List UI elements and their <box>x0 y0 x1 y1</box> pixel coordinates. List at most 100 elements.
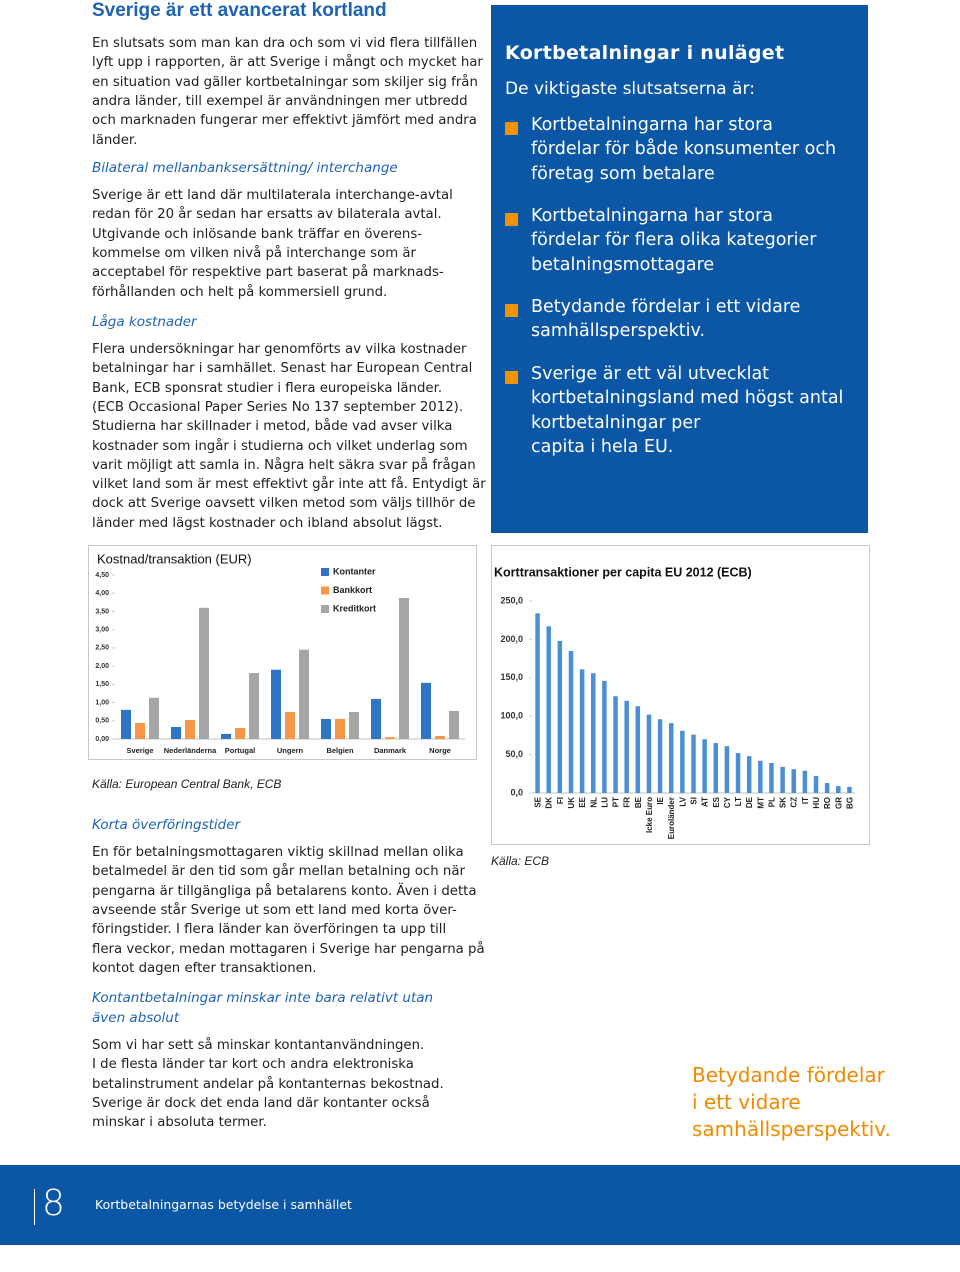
bar <box>249 673 259 739</box>
body-line: kommelse om vilken nivå på interchange s… <box>92 245 417 261</box>
x-tick-label: GR <box>834 797 843 809</box>
x-tick-label: BE <box>634 796 643 808</box>
x-tick-label: DK <box>545 797 554 809</box>
bar <box>271 669 281 739</box>
x-tick-label: CZ <box>790 797 799 808</box>
body-line: Studierna har skillnader i metod, både v… <box>92 419 453 435</box>
y-tick-label: 2,00 <box>95 663 109 670</box>
bar <box>557 640 563 793</box>
x-tick-label: Icke Euro <box>645 797 654 833</box>
body-line: Bank, ECB sponsrat studier i flera europ… <box>92 380 443 396</box>
body-line: En slutsats som man kan dra och som vi v… <box>92 36 478 51</box>
bullet-line: samhällsperspektiv. <box>531 321 706 342</box>
bar <box>702 739 707 793</box>
bar <box>299 649 309 739</box>
bar <box>579 669 585 793</box>
x-tick-label: FI <box>556 797 565 804</box>
bar <box>758 760 763 793</box>
bar <box>121 709 131 739</box>
bullet-square <box>505 371 518 384</box>
body-line: Sverige är ett land där multilaterala in… <box>92 188 453 203</box>
body-line: förhållanden och helt på kommersiell gru… <box>92 284 388 300</box>
bar <box>421 682 431 739</box>
y-tick-label: 1,50 <box>95 681 109 688</box>
x-tick-label: Belgien <box>326 746 354 755</box>
body-line: pengarna är tillgängliga på betalarens k… <box>92 883 477 899</box>
body-line: Sverige är dock det enda land där kontan… <box>92 1095 430 1111</box>
x-tick-label: AT <box>701 797 710 807</box>
bar <box>285 712 295 739</box>
x-tick-label: Nederländerna <box>164 746 217 755</box>
bar <box>691 734 696 793</box>
body-line: betalinstrument andelar på kontanternas … <box>92 1076 444 1092</box>
bar <box>602 680 607 793</box>
x-tick-label: SK <box>779 797 788 808</box>
bar <box>791 769 796 793</box>
body-line: avseende står Sverige ut som ett land me… <box>92 902 457 918</box>
bar <box>680 730 685 793</box>
page-title: Sverige är ett avancerat kortland <box>92 0 387 21</box>
body-line: dock att Sverige oavsett vilken metod so… <box>92 496 476 512</box>
body-line: Som vi har sett så minskar kontantanvänd… <box>92 1038 425 1053</box>
bar <box>668 723 674 793</box>
bar <box>635 706 641 793</box>
y-tick-label: 0,0 <box>510 787 523 797</box>
body-line: En för betalningsmottagaren viktig skill… <box>92 845 464 860</box>
y-tick-label: 3,50 <box>95 608 109 615</box>
section-heading: Korta överföringstider <box>92 817 241 833</box>
section-heading: Låga kostnader <box>92 314 197 330</box>
x-tick-label: Norge <box>429 746 451 755</box>
body-line: acceptabel för respektive part baserat p… <box>92 265 444 281</box>
legend-swatch <box>321 568 329 576</box>
bar <box>385 737 395 739</box>
bar <box>780 766 785 793</box>
bar <box>185 720 195 739</box>
body-line: varit möjligt att samla in. Några helt s… <box>92 457 476 473</box>
bar <box>199 607 209 739</box>
body-line: Utgivande och inlösande bank träffar en … <box>92 226 423 242</box>
callout-line: samhällsperspektiv. <box>692 1117 891 1141</box>
body-line: en situation vad gäller kortbetalningar … <box>92 74 478 90</box>
bullet-line: Kortbetalningarna har stora <box>531 115 774 135</box>
body-line: Flera undersökningar har genomförts av v… <box>92 342 467 357</box>
body-line: (ECB Occasional Paper Series No 137 sept… <box>92 399 464 415</box>
bullet-line: kortbetalningar per <box>531 412 701 433</box>
legend-label: Kontanter <box>333 566 376 576</box>
x-tick-label: PL <box>767 797 776 807</box>
bullet-line: kortbetalningsland med högst antal <box>531 388 844 409</box>
body-line: minskar i absoluta termer. <box>92 1115 267 1131</box>
y-tick-label: 0,00 <box>95 736 109 743</box>
x-tick-label: FR <box>623 797 632 808</box>
chart: Korttransaktioner per capita EU 2012 (EC… <box>491 545 870 845</box>
bar <box>713 743 719 793</box>
body-line: kontot dagen efter transaktionen. <box>92 960 317 976</box>
bar <box>235 728 245 739</box>
legend-label: Kreditkort <box>333 603 376 613</box>
bullet-line: capita i hela EU. <box>531 436 674 457</box>
bar <box>321 718 331 739</box>
sidebar-title: Kortbetalningar i nuläget <box>505 42 785 64</box>
bar <box>769 763 774 793</box>
bar <box>449 710 459 739</box>
x-tick-label: ES <box>712 796 721 807</box>
page-number: 8 <box>42 1183 65 1224</box>
chart-source: Källa: European Central Bank, ECB <box>92 777 282 791</box>
bullet-line: Betydande fördelar i ett vidare <box>531 297 801 317</box>
bar <box>535 613 540 793</box>
x-tick-label: DE <box>745 796 754 808</box>
y-tick-label: 3,00 <box>95 627 109 634</box>
bullet-line: företag som betalare <box>531 163 715 184</box>
bar <box>399 597 409 739</box>
y-tick-label: 200,0 <box>500 634 523 644</box>
bar <box>135 722 145 739</box>
bullet-line: Kortbetalningarna har stora <box>531 206 774 226</box>
y-tick-label: 1,00 <box>95 699 109 706</box>
bar <box>591 673 596 793</box>
y-tick-label: 50,0 <box>505 749 523 759</box>
body-line: länder med lägst kostnader och ibland ab… <box>92 515 443 531</box>
y-tick-label: 250,0 <box>500 595 523 605</box>
bar <box>171 726 181 739</box>
x-tick-label: BG <box>845 797 854 809</box>
bullet-line: fördelar för flera olika kategorier <box>531 230 817 251</box>
